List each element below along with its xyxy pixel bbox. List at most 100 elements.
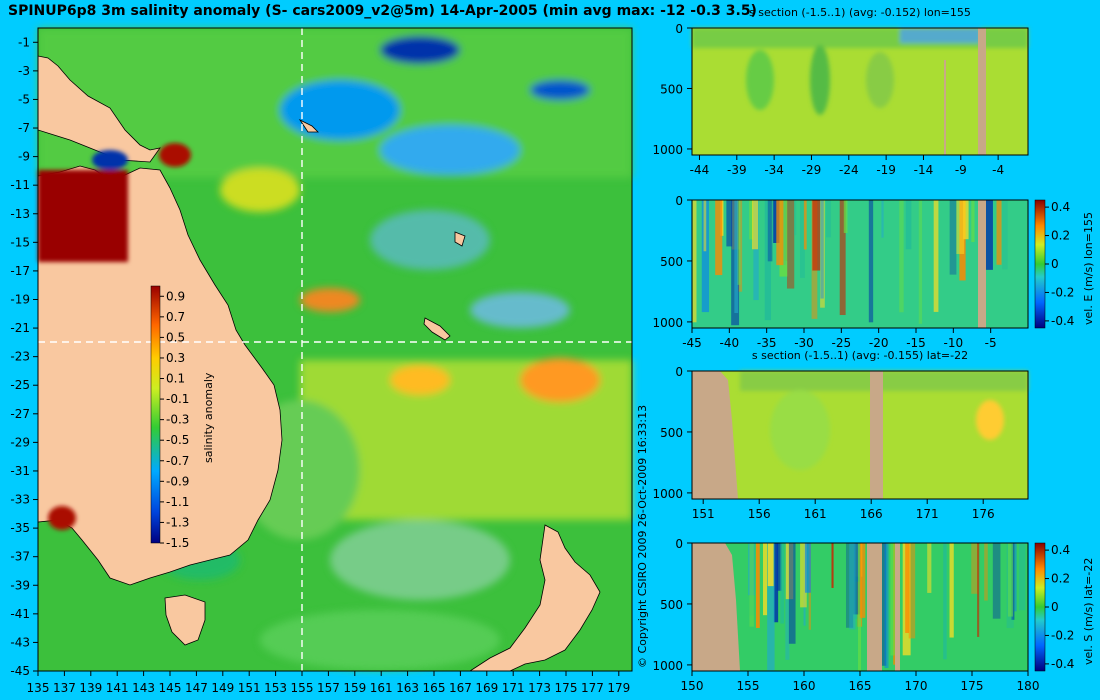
velocity-streak [858, 543, 862, 671]
velocity-streak [849, 543, 856, 630]
velocity-streak [749, 543, 754, 627]
velocity-streak [949, 200, 957, 275]
section-vel-s: 150 155 160 165 170 175 180 0 500 1000 0.4 0.2 0 -0.2… [652, 537, 1074, 693]
velocity-streak [985, 200, 993, 270]
map-y-tick-label: -15 [10, 235, 30, 249]
velocity-streak [767, 200, 773, 262]
salinity-map: 135 137 139 141 143 145 147 149 151 153 155 157 159 1… [10, 27, 633, 695]
vel-s-colorbar-label: vel. S (m/s) lat=-22 [1082, 557, 1095, 665]
map-x-tick-label: 175 [555, 681, 578, 695]
map-y-tick-label: -19 [10, 292, 30, 306]
velocity-streak [971, 543, 979, 594]
map-y-tick-label: -17 [10, 264, 30, 278]
map-colorbar-tick-label: -1.3 [166, 515, 189, 529]
velocity-streak [767, 543, 774, 587]
velocity-streak [971, 200, 975, 243]
map-colorbar-tick-label: 0.5 [166, 330, 185, 344]
section-y-tick-label: 1000 [652, 487, 683, 501]
velocity-streak [703, 200, 707, 252]
map-x-tick-label: 165 [423, 681, 446, 695]
map-x-tick-label: 157 [317, 681, 340, 695]
velocity-streak [854, 543, 858, 619]
map-y-tick-label: -5 [18, 92, 30, 106]
section-y-tick-label: 0 [675, 22, 683, 36]
map-y-tick-label: -9 [18, 150, 30, 164]
vel-e-colorbar-label: vel. E (m/s) lon=155 [1082, 212, 1095, 325]
section-y-tick-label: 1000 [652, 316, 683, 330]
section-x-tick-label: -19 [876, 163, 896, 177]
section-x-tick-label: -29 [802, 163, 822, 177]
map-y-tick-label: -25 [10, 378, 30, 392]
map-y-tick-label: -43 [10, 635, 30, 649]
map-y-tick-label: -33 [10, 493, 30, 507]
map-x-tick-label: 145 [159, 681, 182, 695]
velocity-streak [726, 200, 733, 247]
section-y-tick-label: 500 [660, 82, 683, 96]
s-lon-title: s section (-1.5..1) (avg: -0.152) lon=15… [749, 6, 971, 19]
map-colorbar-tick-label: -1.5 [166, 536, 189, 550]
map-colorbar-tick-label: -0.7 [166, 454, 189, 468]
section-colorbar-tick-label: -0.4 [1051, 314, 1074, 328]
velocity-streak [899, 200, 904, 313]
velocity-streak [804, 543, 811, 593]
velocity-streak [751, 200, 759, 250]
map-x-tick-label: 153 [264, 681, 287, 695]
velocity-streak [763, 543, 768, 616]
section-colorbar-tick-label: -0.2 [1051, 628, 1074, 642]
section-x-tick-label: -10 [944, 336, 964, 350]
section-y-tick-label: 0 [675, 194, 683, 208]
velocity-streak [908, 543, 916, 639]
section-x-tick-label: -24 [839, 163, 859, 177]
section-s-lon: -44 -39 -34 -29 -24 -19 -14 -9 -4 0 500 1000 [652, 22, 1029, 177]
section-y-tick-label: 1000 [652, 659, 683, 673]
section-x-tick-label: 165 [849, 679, 872, 693]
map-x-tick-label: 159 [343, 681, 366, 695]
page-title: SPINUP6p8 3m salinity anomaly (S- cars20… [8, 3, 757, 19]
velocity-streak [881, 200, 884, 238]
section-colorbar-tick-label: 0 [1051, 257, 1059, 271]
map-y-tick-label: -39 [10, 578, 30, 592]
map-colorbar-tick-label: 0.1 [166, 372, 185, 386]
map-colorbar-tick-label: 0.7 [166, 310, 185, 324]
section-x-tick-label: 166 [860, 507, 883, 521]
map-y-tick-label: -37 [10, 550, 30, 564]
coastal-anomalies [38, 143, 191, 530]
velocity-streak [905, 543, 910, 633]
section-colorbar-tick-label: -0.2 [1051, 285, 1074, 299]
section-x-tick-label: 170 [905, 679, 928, 693]
map-x-tick-label: 169 [475, 681, 498, 695]
velocity-streak [927, 543, 932, 593]
section-y-tick-label: 1000 [652, 143, 683, 157]
velocity-streak [956, 200, 965, 254]
section-x-tick-label: 180 [1017, 679, 1040, 693]
map-colorbar-tick-label: -0.5 [166, 433, 189, 447]
velocity-streak [831, 543, 834, 588]
map-colorbar-tick-label: -0.1 [166, 392, 189, 406]
map-colorbar-tick-label: 0.3 [166, 351, 185, 365]
velocity-streak [776, 200, 784, 266]
map-x-tick-label: 149 [211, 681, 234, 695]
map-y-tick-label: -21 [10, 321, 30, 335]
map-x-tick-label: 151 [238, 681, 261, 695]
velocity-streak [1002, 200, 1008, 270]
map-y-tick-label: -31 [10, 464, 30, 478]
velocity-streak [943, 543, 947, 660]
velocity-streak [868, 200, 874, 323]
map-x-tick-label: 171 [502, 681, 525, 695]
salinity-colorbar [150, 285, 161, 544]
map-x-tick-label: 135 [27, 681, 50, 695]
velocity-streak [905, 200, 912, 250]
section-colorbar-tick-label: 0.4 [1051, 200, 1070, 214]
copyright-notice: © Copyright CSIRO 2009 26-Oct-2009 16:33… [636, 404, 649, 668]
velocity-streak [764, 200, 772, 321]
map-x-tick-label: 141 [106, 681, 129, 695]
section-s-lat: 151 156 161 166 171 176 0 500 1000 [652, 365, 1029, 521]
velocity-streak [1014, 543, 1017, 612]
section-x-tick-label: -30 [794, 336, 814, 350]
map-x-tick-label: 155 [291, 681, 314, 695]
map-x-tick-label: 139 [79, 681, 102, 695]
vel-s-colorbar [1034, 542, 1046, 672]
section-x-tick-label: -25 [832, 336, 852, 350]
section-x-tick-label: -34 [764, 163, 784, 177]
